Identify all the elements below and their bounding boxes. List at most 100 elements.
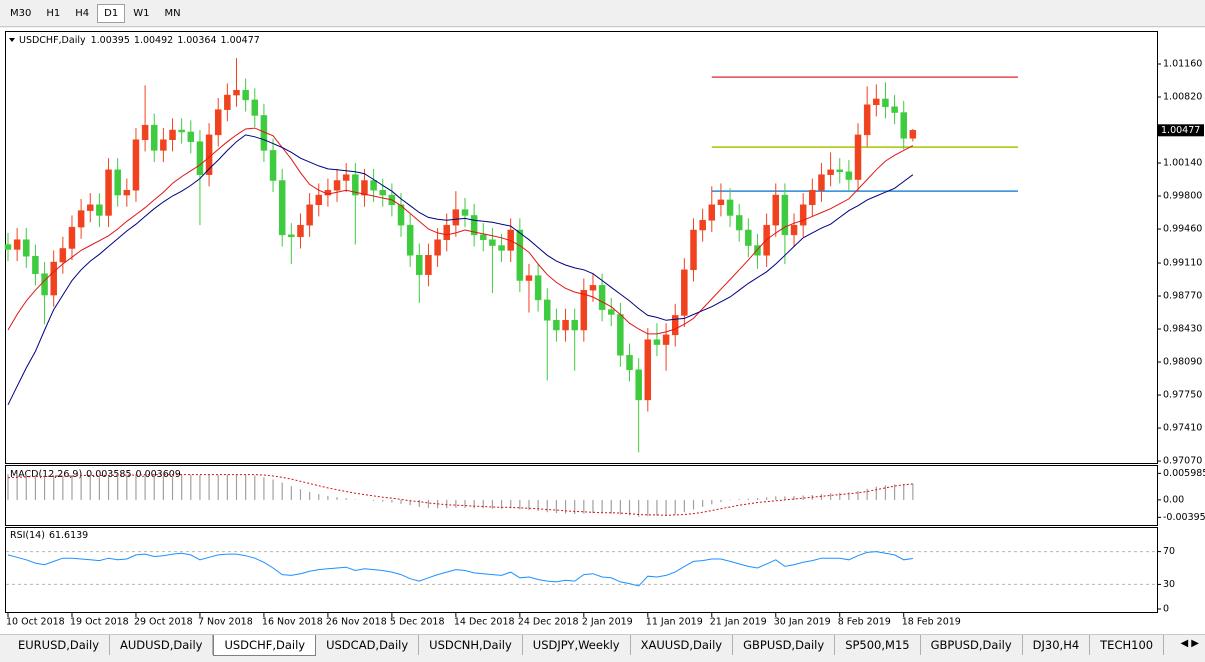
candle-body	[690, 229, 697, 271]
chart-tab[interactable]: AUDUSD,Daily	[110, 635, 214, 655]
candle-body	[196, 141, 204, 175]
candle-body	[32, 255, 39, 274]
candle-body	[754, 245, 761, 256]
timeframe-button[interactable]: D1	[97, 3, 126, 23]
candle-body	[635, 369, 642, 401]
open-label: 1.00395	[91, 35, 130, 46]
close-label: 1.00477	[221, 35, 260, 46]
candle-body	[809, 189, 816, 206]
y-tick-label: 1.00140	[1163, 158, 1202, 169]
candle-body	[790, 224, 798, 236]
candle-body	[233, 89, 240, 96]
candle-body	[617, 314, 624, 356]
candle-body	[397, 204, 405, 226]
macd-panel	[5, 465, 1158, 526]
y-tick-label: 0.98430	[1163, 324, 1202, 335]
chart-tab[interactable]: USDJPY,Weekly	[523, 635, 631, 655]
candle-body	[863, 104, 871, 136]
candle-body	[799, 204, 807, 226]
candle-body	[342, 174, 350, 181]
candle-body	[607, 309, 615, 315]
candle-body	[242, 89, 249, 101]
chart-tab[interactable]: SP500,M15	[835, 635, 921, 655]
candle-body	[269, 150, 277, 181]
candle-body	[900, 112, 907, 139]
chart-tab[interactable]: USDCHF,Daily	[213, 635, 317, 656]
chart-tab[interactable]: EURUSD,Daily	[8, 635, 110, 655]
macd-name: MACD(12,26,9)	[10, 469, 82, 480]
candle-body	[882, 98, 889, 107]
y-tick-label: 0.005985	[1163, 468, 1205, 479]
y-tick-label: 0.99110	[1163, 258, 1202, 269]
candle-body	[873, 98, 880, 106]
price-marker	[1158, 124, 1204, 137]
chart-tab[interactable]: DJ30,H4	[1023, 635, 1091, 655]
candle-body	[333, 180, 341, 191]
candle-body	[132, 139, 140, 191]
candle-body	[708, 204, 716, 221]
candle-body	[836, 169, 843, 173]
x-tick-label: 29 Oct 2018	[134, 617, 193, 628]
chart-tab[interactable]: XAUUSD,Daily	[631, 635, 734, 655]
y-tick-label: 70	[1163, 546, 1175, 557]
x-tick-label: 24 Dec 2018	[518, 617, 579, 628]
candle-body	[96, 204, 103, 216]
candle-body	[735, 215, 743, 231]
x-tick-label: 10 Oct 2018	[6, 617, 65, 628]
chart-tab[interactable]: USDCNH,Daily	[419, 635, 523, 655]
candle-body	[699, 220, 706, 231]
y-tick-label: 0.99800	[1163, 191, 1202, 202]
y-tick-label: -0.003954	[1163, 512, 1205, 523]
candle-body	[13, 239, 21, 250]
candle-body	[662, 334, 670, 345]
candle-body	[745, 229, 752, 246]
candle-body	[772, 194, 780, 226]
candle-body	[781, 194, 789, 236]
chart-tab[interactable]: GBPUSD,Daily	[733, 635, 836, 655]
candle-body	[498, 245, 505, 251]
candle-body	[909, 130, 917, 139]
timeframe-button[interactable]: M30	[10, 7, 32, 19]
candle-body	[23, 239, 30, 257]
y-tick-label: 0.97070	[1163, 456, 1202, 467]
candle-body	[480, 234, 487, 240]
candle-body	[214, 109, 222, 136]
candle-body	[653, 339, 661, 345]
candle-body	[626, 354, 633, 371]
candle-body	[598, 285, 606, 310]
y-tick-label: 0.97410	[1163, 423, 1202, 434]
rsi-line	[7, 551, 913, 587]
candle-body	[278, 180, 286, 236]
timeframe-button[interactable]: H4	[75, 7, 90, 19]
chart-tab[interactable]: USDCAD,Daily	[316, 635, 420, 655]
tab-scroll[interactable]: ◀ ▶	[1180, 638, 1199, 649]
chart-tab[interactable]: GBPUSD,Daily	[921, 635, 1023, 655]
candle-body	[644, 339, 652, 401]
timeframe-button[interactable]: H1	[46, 7, 61, 19]
chart-tab[interactable]: TECH100	[1090, 635, 1165, 655]
y-tick-label: 1.00820	[1163, 92, 1202, 103]
candle-body	[123, 189, 131, 196]
candle-body	[470, 215, 478, 236]
candle-body	[370, 180, 377, 191]
y-tick-label: 0.98090	[1163, 357, 1202, 368]
x-tick-label: 5 Dec 2018	[390, 617, 445, 628]
candle-body	[717, 199, 725, 206]
candle-body	[114, 169, 121, 196]
candle-body	[297, 224, 304, 238]
candle-body	[178, 129, 185, 133]
candle-body	[416, 255, 423, 275]
candle-body	[489, 239, 496, 246]
candle-body	[224, 94, 231, 110]
candle-body	[361, 180, 368, 196]
timeframe-button[interactable]: MN	[164, 7, 181, 19]
title-arrow	[9, 38, 15, 42]
candle-body	[251, 99, 259, 116]
timeframe-button[interactable]: W1	[133, 7, 150, 19]
candle-body	[544, 299, 551, 321]
x-tick-label: 18 Feb 2019	[902, 617, 961, 628]
candle-body	[406, 224, 414, 256]
candle-body	[891, 106, 898, 113]
x-tick-label: 14 Dec 2018	[454, 617, 515, 628]
candle-body	[516, 229, 524, 281]
